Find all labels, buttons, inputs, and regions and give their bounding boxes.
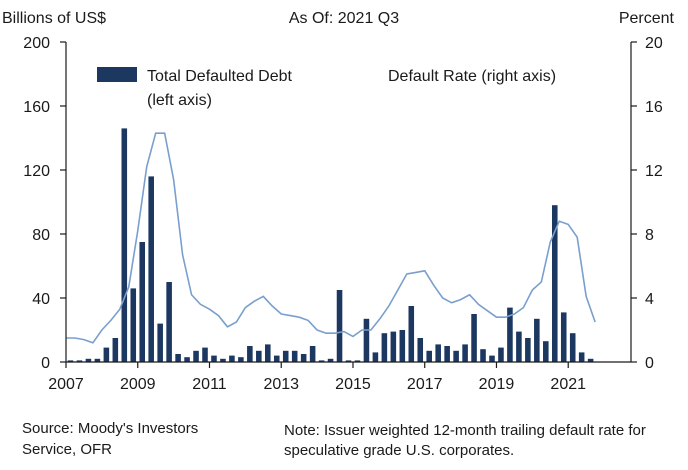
left-y-tick-label: 80 <box>32 227 50 244</box>
bar-2012Q1 <box>247 346 253 362</box>
bar-2010Q4 <box>202 347 208 362</box>
left-y-tick-label: 0 <box>41 355 50 372</box>
bar-2011Q1 <box>211 355 217 362</box>
bar-2021Q1 <box>569 333 576 362</box>
bar-2019Q2 <box>507 307 513 362</box>
bar-2014Q2 <box>327 358 334 362</box>
bar-2014Q3 <box>336 290 343 362</box>
bar-2012Q4 <box>273 355 280 362</box>
bar-2010Q2 <box>184 357 190 362</box>
bar-2019Q3 <box>516 331 522 362</box>
bar-2015Q1 <box>354 360 361 362</box>
x-tick-label: 2021 <box>550 376 586 393</box>
x-tick-label: 2015 <box>335 376 371 393</box>
right-y-tick-label: 8 <box>645 227 654 244</box>
x-ticks: 2007 2009 2011 2013 2015 2017 2019 2021 <box>48 362 586 393</box>
bar-2015Q4 <box>381 333 388 362</box>
bar-2016Q2 <box>399 330 406 362</box>
x-tick-label: 2013 <box>263 376 299 393</box>
bar-2007Q4 <box>94 358 101 362</box>
bar-2017Q3 <box>444 346 450 362</box>
footnote: Note: Issuer weighted 12-month trailing … <box>284 422 646 459</box>
x-tick-label: 2007 <box>48 376 84 393</box>
bar-2021Q2 <box>578 352 585 362</box>
left-axis-unit-label: Billions of US$ <box>2 10 106 27</box>
bar-2008Q2 <box>112 338 119 362</box>
left-y-ticks: 0 40 80 120 160 200 <box>23 35 66 372</box>
right-y-ticks: 0 4 8 12 16 20 <box>631 35 663 372</box>
x-tick-label: 2019 <box>479 376 515 393</box>
line-series-default-rate <box>66 132 596 344</box>
bar-2012Q2 <box>256 350 262 362</box>
legend-line-label: Default Rate (right axis) <box>388 68 556 85</box>
bar-2008Q1 <box>103 347 110 362</box>
bar-2007Q1 <box>67 360 74 362</box>
bar-2011Q2 <box>220 358 226 362</box>
bar-2011Q4 <box>238 357 244 362</box>
legend-bar-label: Total Defaulted Debt <box>147 68 293 85</box>
bar-2008Q4 <box>130 288 137 362</box>
bar-2009Q2 <box>148 176 154 362</box>
bar-2018Q3 <box>480 349 486 362</box>
bar-2016Q3 <box>408 306 415 362</box>
bar-2019Q1 <box>498 347 504 362</box>
x-tick-label: 2011 <box>192 376 227 393</box>
bar-2013Q4 <box>309 346 316 362</box>
right-y-tick-label: 16 <box>645 99 663 116</box>
right-y-tick-label: 12 <box>645 163 663 180</box>
bar-2018Q2 <box>471 314 477 362</box>
left-y-tick-label: 200 <box>23 35 50 52</box>
bar-2007Q2 <box>76 360 83 362</box>
bar-2014Q4 <box>345 360 352 362</box>
bar-series-total-defaulted-debt <box>67 128 594 362</box>
bar-2010Q1 <box>175 354 181 362</box>
right-axis-unit-label: Percent <box>619 10 675 27</box>
source-note: Source: Moody's Investors Service, OFR <box>22 420 199 458</box>
left-y-tick-label: 120 <box>23 163 50 180</box>
right-y-tick-label: 4 <box>645 291 654 308</box>
bar-2017Q4 <box>453 350 459 362</box>
bar-2020Q2 <box>543 341 549 362</box>
legend-bar-swatch <box>97 67 137 82</box>
bar-2021Q3 <box>587 358 594 362</box>
bar-2019Q4 <box>525 338 531 362</box>
bar-2009Q1 <box>139 242 146 362</box>
bar-2013Q1 <box>282 350 289 362</box>
x-tick-label: 2017 <box>407 376 443 393</box>
bar-2018Q1 <box>462 344 468 362</box>
legend-bar-sublabel: (left axis) <box>147 92 212 109</box>
chart: Billions of US$ As Of: 2021 Q3 Percent 0… <box>2 10 675 393</box>
bar-2017Q1 <box>426 350 432 362</box>
bar-2016Q1 <box>390 331 397 362</box>
bar-2013Q2 <box>291 350 298 362</box>
bar-2009Q4 <box>166 282 172 362</box>
left-y-tick-label: 40 <box>32 291 50 308</box>
right-y-tick-label: 20 <box>645 35 663 52</box>
bar-2015Q3 <box>372 352 379 362</box>
left-y-tick-label: 160 <box>23 99 50 116</box>
bar-2009Q3 <box>157 323 163 362</box>
bar-2010Q3 <box>193 350 199 362</box>
bar-2013Q3 <box>300 354 307 362</box>
bar-2014Q1 <box>318 360 325 362</box>
legend: Total Defaulted Debt (left axis) Default… <box>97 67 556 109</box>
bar-2007Q3 <box>85 358 92 362</box>
bar-2018Q4 <box>489 355 495 362</box>
x-tick-label: 2009 <box>120 376 156 393</box>
bar-2020Q3 <box>551 205 558 362</box>
bar-2016Q4 <box>417 338 424 362</box>
as-of-label: As Of: 2021 Q3 <box>289 10 399 27</box>
bar-2020Q1 <box>534 318 540 362</box>
right-y-tick-label: 0 <box>645 355 654 372</box>
bar-2012Q3 <box>265 344 271 362</box>
bar-2011Q3 <box>229 355 235 362</box>
bar-2020Q4 <box>560 312 567 362</box>
bar-2015Q2 <box>363 318 370 362</box>
bar-2008Q3 <box>121 128 128 362</box>
bar-2017Q2 <box>435 344 441 362</box>
